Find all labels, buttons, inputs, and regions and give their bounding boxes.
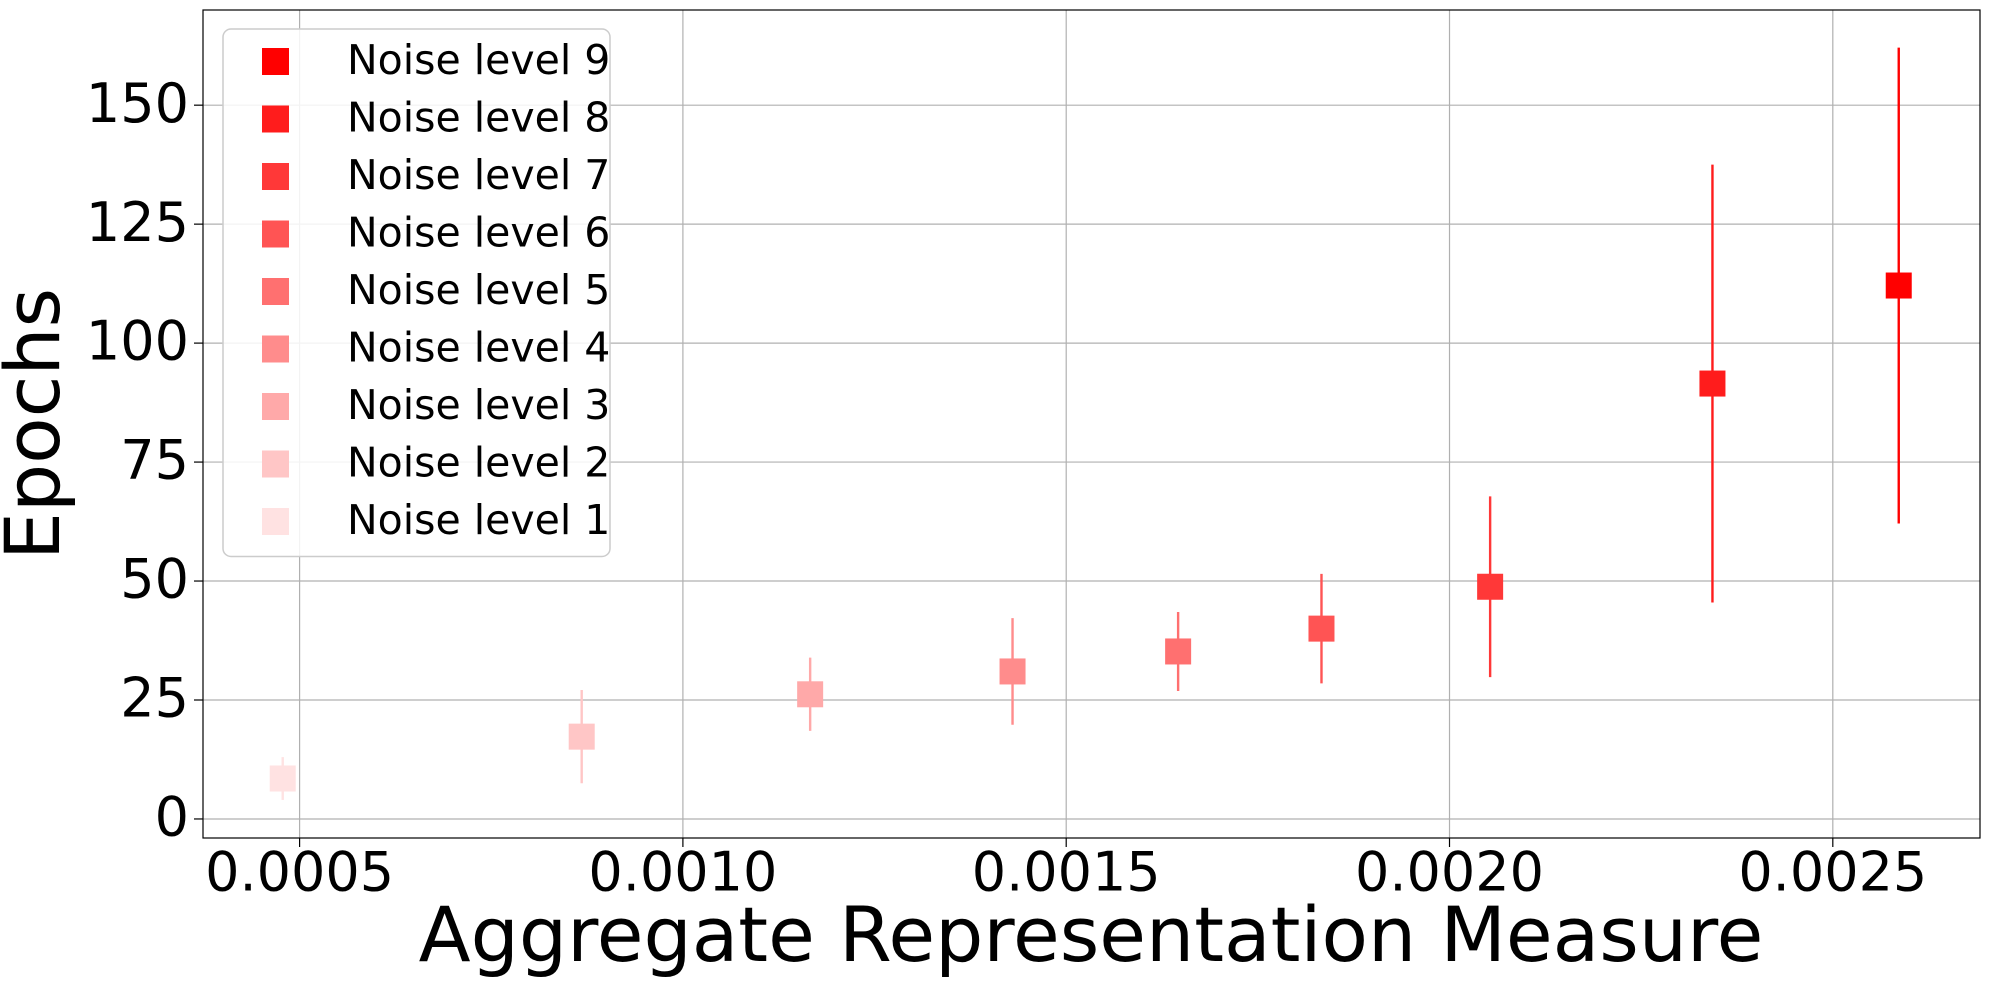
legend-label: Noise level 3 [347, 381, 610, 429]
marker [1308, 615, 1335, 642]
marker [999, 658, 1026, 685]
legend-swatch [262, 278, 289, 305]
legend-swatch [262, 105, 289, 133]
legend-label: Noise level 7 [347, 151, 610, 199]
x-tick-label: 0.0015 [972, 841, 1161, 904]
legend-swatch [262, 48, 289, 75]
x-tick-label: 0.0005 [205, 841, 394, 904]
x-axis-label: Aggregate Representation Measure [419, 890, 1764, 979]
legend-label: Noise level 4 [347, 324, 610, 372]
legend-swatch [262, 220, 289, 248]
y-tick-label: 75 [120, 429, 189, 492]
legend-label: Noise level 6 [347, 209, 610, 257]
marker [1885, 272, 1912, 299]
legend-label: Noise level 2 [347, 439, 610, 487]
marker [1699, 370, 1726, 397]
legend-label: Noise level 5 [347, 266, 610, 314]
legend-swatch [262, 393, 289, 420]
x-tick-label: 0.0020 [1355, 841, 1544, 904]
y-tick-label: 0 [155, 786, 189, 849]
legend-swatch [262, 450, 289, 478]
y-tick-label: 25 [120, 667, 189, 730]
y-tick-label: 100 [86, 310, 189, 373]
plot-frame [202, 9, 1981, 839]
marker [568, 723, 595, 750]
marker [269, 765, 296, 792]
marker [1165, 638, 1192, 665]
y-axis-label: Epochs [0, 288, 77, 560]
legend-swatch [262, 508, 289, 535]
y-tick-label: 125 [86, 191, 189, 254]
marker [1477, 573, 1504, 600]
legend-swatch [262, 335, 289, 363]
x-tick-label: 0.0010 [588, 841, 777, 904]
y-tick-label: 50 [120, 548, 189, 611]
legend-swatch [262, 163, 289, 190]
legend: Noise level 9 Noise level 8 Noise level 7 N… [222, 28, 611, 558]
y-tick-label: 150 [86, 72, 189, 135]
legend-label: Noise level 1 [347, 496, 610, 544]
x-tick-label: 0.0025 [1738, 841, 1927, 904]
legend-label: Noise level 8 [347, 94, 610, 142]
legend-label: Noise level 9 [347, 36, 610, 84]
legend-frame [222, 28, 611, 558]
marker [797, 681, 824, 708]
